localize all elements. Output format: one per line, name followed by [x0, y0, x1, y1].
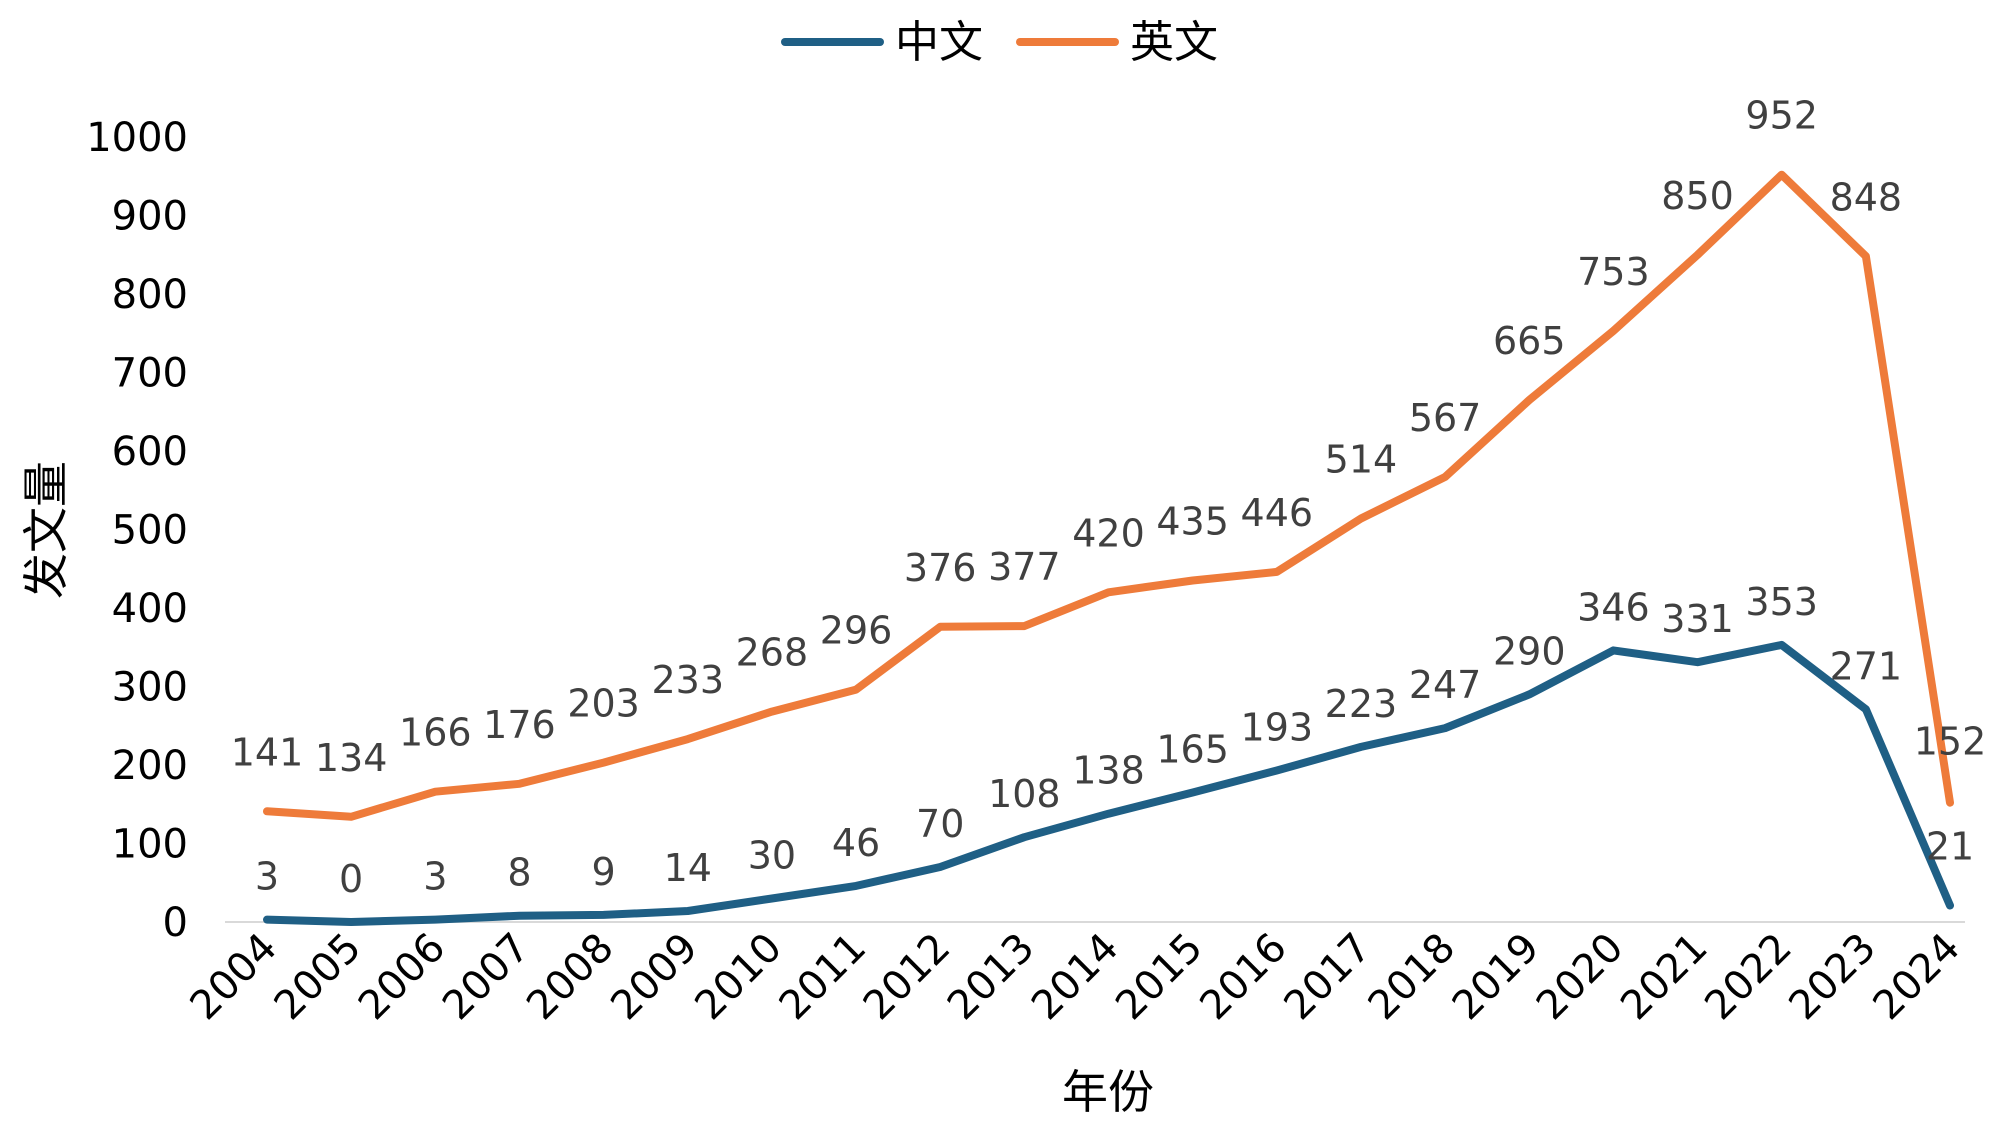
y-tick-label: 900: [112, 194, 188, 240]
data-label: 514: [1325, 438, 1398, 482]
data-label: 233: [651, 658, 724, 702]
data-label: 377: [988, 545, 1061, 589]
x-tick-label: 2009: [602, 925, 707, 1030]
data-label: 141: [231, 730, 304, 774]
legend-item-0: 中文: [781, 17, 983, 68]
x-tick-label: 2022: [1696, 925, 1801, 1030]
data-label: 166: [399, 711, 472, 755]
y-tick-label: 500: [112, 508, 188, 554]
y-tick-label: 300: [112, 665, 188, 711]
series-line-1: [263, 170, 1954, 821]
x-tick-label: 2006: [350, 925, 455, 1030]
y-axis-ticks: 0 100 200 300 400 500 600 700 800 900 1000: [86, 115, 188, 946]
legend-label: 中文: [895, 17, 983, 68]
data-label: 165: [1156, 727, 1229, 771]
data-label: 952: [1745, 94, 1818, 138]
x-tick-label: 2005: [266, 925, 371, 1030]
data-label: 152: [1914, 720, 1987, 764]
x-tick-label: 2019: [1444, 925, 1549, 1030]
data-label: 134: [315, 736, 388, 780]
data-label: 331: [1661, 597, 1734, 641]
x-tick-label: 2017: [1276, 925, 1381, 1030]
data-label: 138: [1072, 749, 1145, 793]
x-tick-label: 2020: [1528, 925, 1633, 1030]
data-label: 353: [1745, 580, 1818, 624]
x-tick-label: 2015: [1107, 925, 1212, 1030]
y-tick-label: 0: [163, 900, 188, 946]
data-label: 296: [820, 609, 893, 653]
data-label: 567: [1409, 396, 1482, 440]
data-label: 346: [1577, 585, 1650, 629]
x-tick-label: 2008: [518, 925, 623, 1030]
series-line-0: [263, 640, 1954, 926]
legend: 中文 英文: [781, 17, 1218, 68]
data-label: 271: [1830, 644, 1903, 688]
x-tick-label: 2018: [1360, 925, 1465, 1030]
x-tick-label: 2014: [1023, 925, 1128, 1030]
data-label: 753: [1577, 250, 1650, 294]
y-tick-label: 100: [112, 822, 188, 868]
x-tick-label: 2010: [686, 925, 791, 1030]
data-label: 193: [1241, 705, 1314, 749]
series-lines: [263, 170, 1954, 926]
data-label: 176: [483, 703, 556, 747]
y-tick-label: 700: [112, 351, 188, 397]
data-label: 850: [1661, 174, 1734, 218]
x-axis-title: 年份: [1062, 1065, 1154, 1119]
data-label: 420: [1072, 511, 1145, 555]
x-tick-label: 2021: [1612, 925, 1717, 1030]
x-tick-label: 2024: [1865, 925, 1970, 1030]
y-tick-label: 800: [112, 272, 188, 318]
y-tick-label: 1000: [86, 115, 188, 161]
data-label: 0: [339, 857, 363, 901]
data-label: 14: [664, 846, 712, 890]
data-label: 268: [736, 631, 809, 675]
data-label: 3: [423, 855, 447, 899]
data-label: 223: [1325, 682, 1398, 726]
data-label: 376: [904, 546, 977, 590]
y-tick-label: 400: [112, 586, 188, 632]
data-label: 290: [1493, 629, 1566, 673]
x-tick-label: 2023: [1780, 925, 1885, 1030]
data-label: 203: [567, 682, 640, 726]
legend-item-1: 英文: [1016, 17, 1218, 68]
data-label: 435: [1156, 500, 1229, 544]
x-tick-label: 2013: [939, 925, 1044, 1030]
legend-label: 英文: [1130, 17, 1218, 68]
data-label: 70: [916, 802, 964, 846]
x-tick-label: 2004: [182, 925, 287, 1030]
y-tick-label: 200: [112, 743, 188, 789]
data-label: 247: [1409, 663, 1482, 707]
data-label: 446: [1241, 491, 1314, 535]
data-label: 46: [832, 821, 880, 865]
x-tick-label: 2012: [855, 925, 960, 1030]
data-label: 30: [748, 833, 796, 877]
x-tick-label: 2016: [1191, 925, 1296, 1030]
data-label: 3: [255, 855, 279, 899]
data-label: 8: [507, 851, 531, 895]
y-axis-title: 发文量: [19, 461, 73, 599]
x-tick-label: 2007: [434, 925, 539, 1030]
x-tick-label: 2011: [771, 925, 876, 1030]
data-label: 848: [1830, 175, 1903, 219]
data-label: 9: [592, 850, 616, 894]
y-tick-label: 600: [112, 429, 188, 475]
data-label: 108: [988, 772, 1061, 816]
data-label: 665: [1493, 319, 1566, 363]
x-axis-ticks: 2004200520062007200820092010201120122013…: [182, 925, 1970, 1030]
data-label: 21: [1926, 825, 1974, 869]
